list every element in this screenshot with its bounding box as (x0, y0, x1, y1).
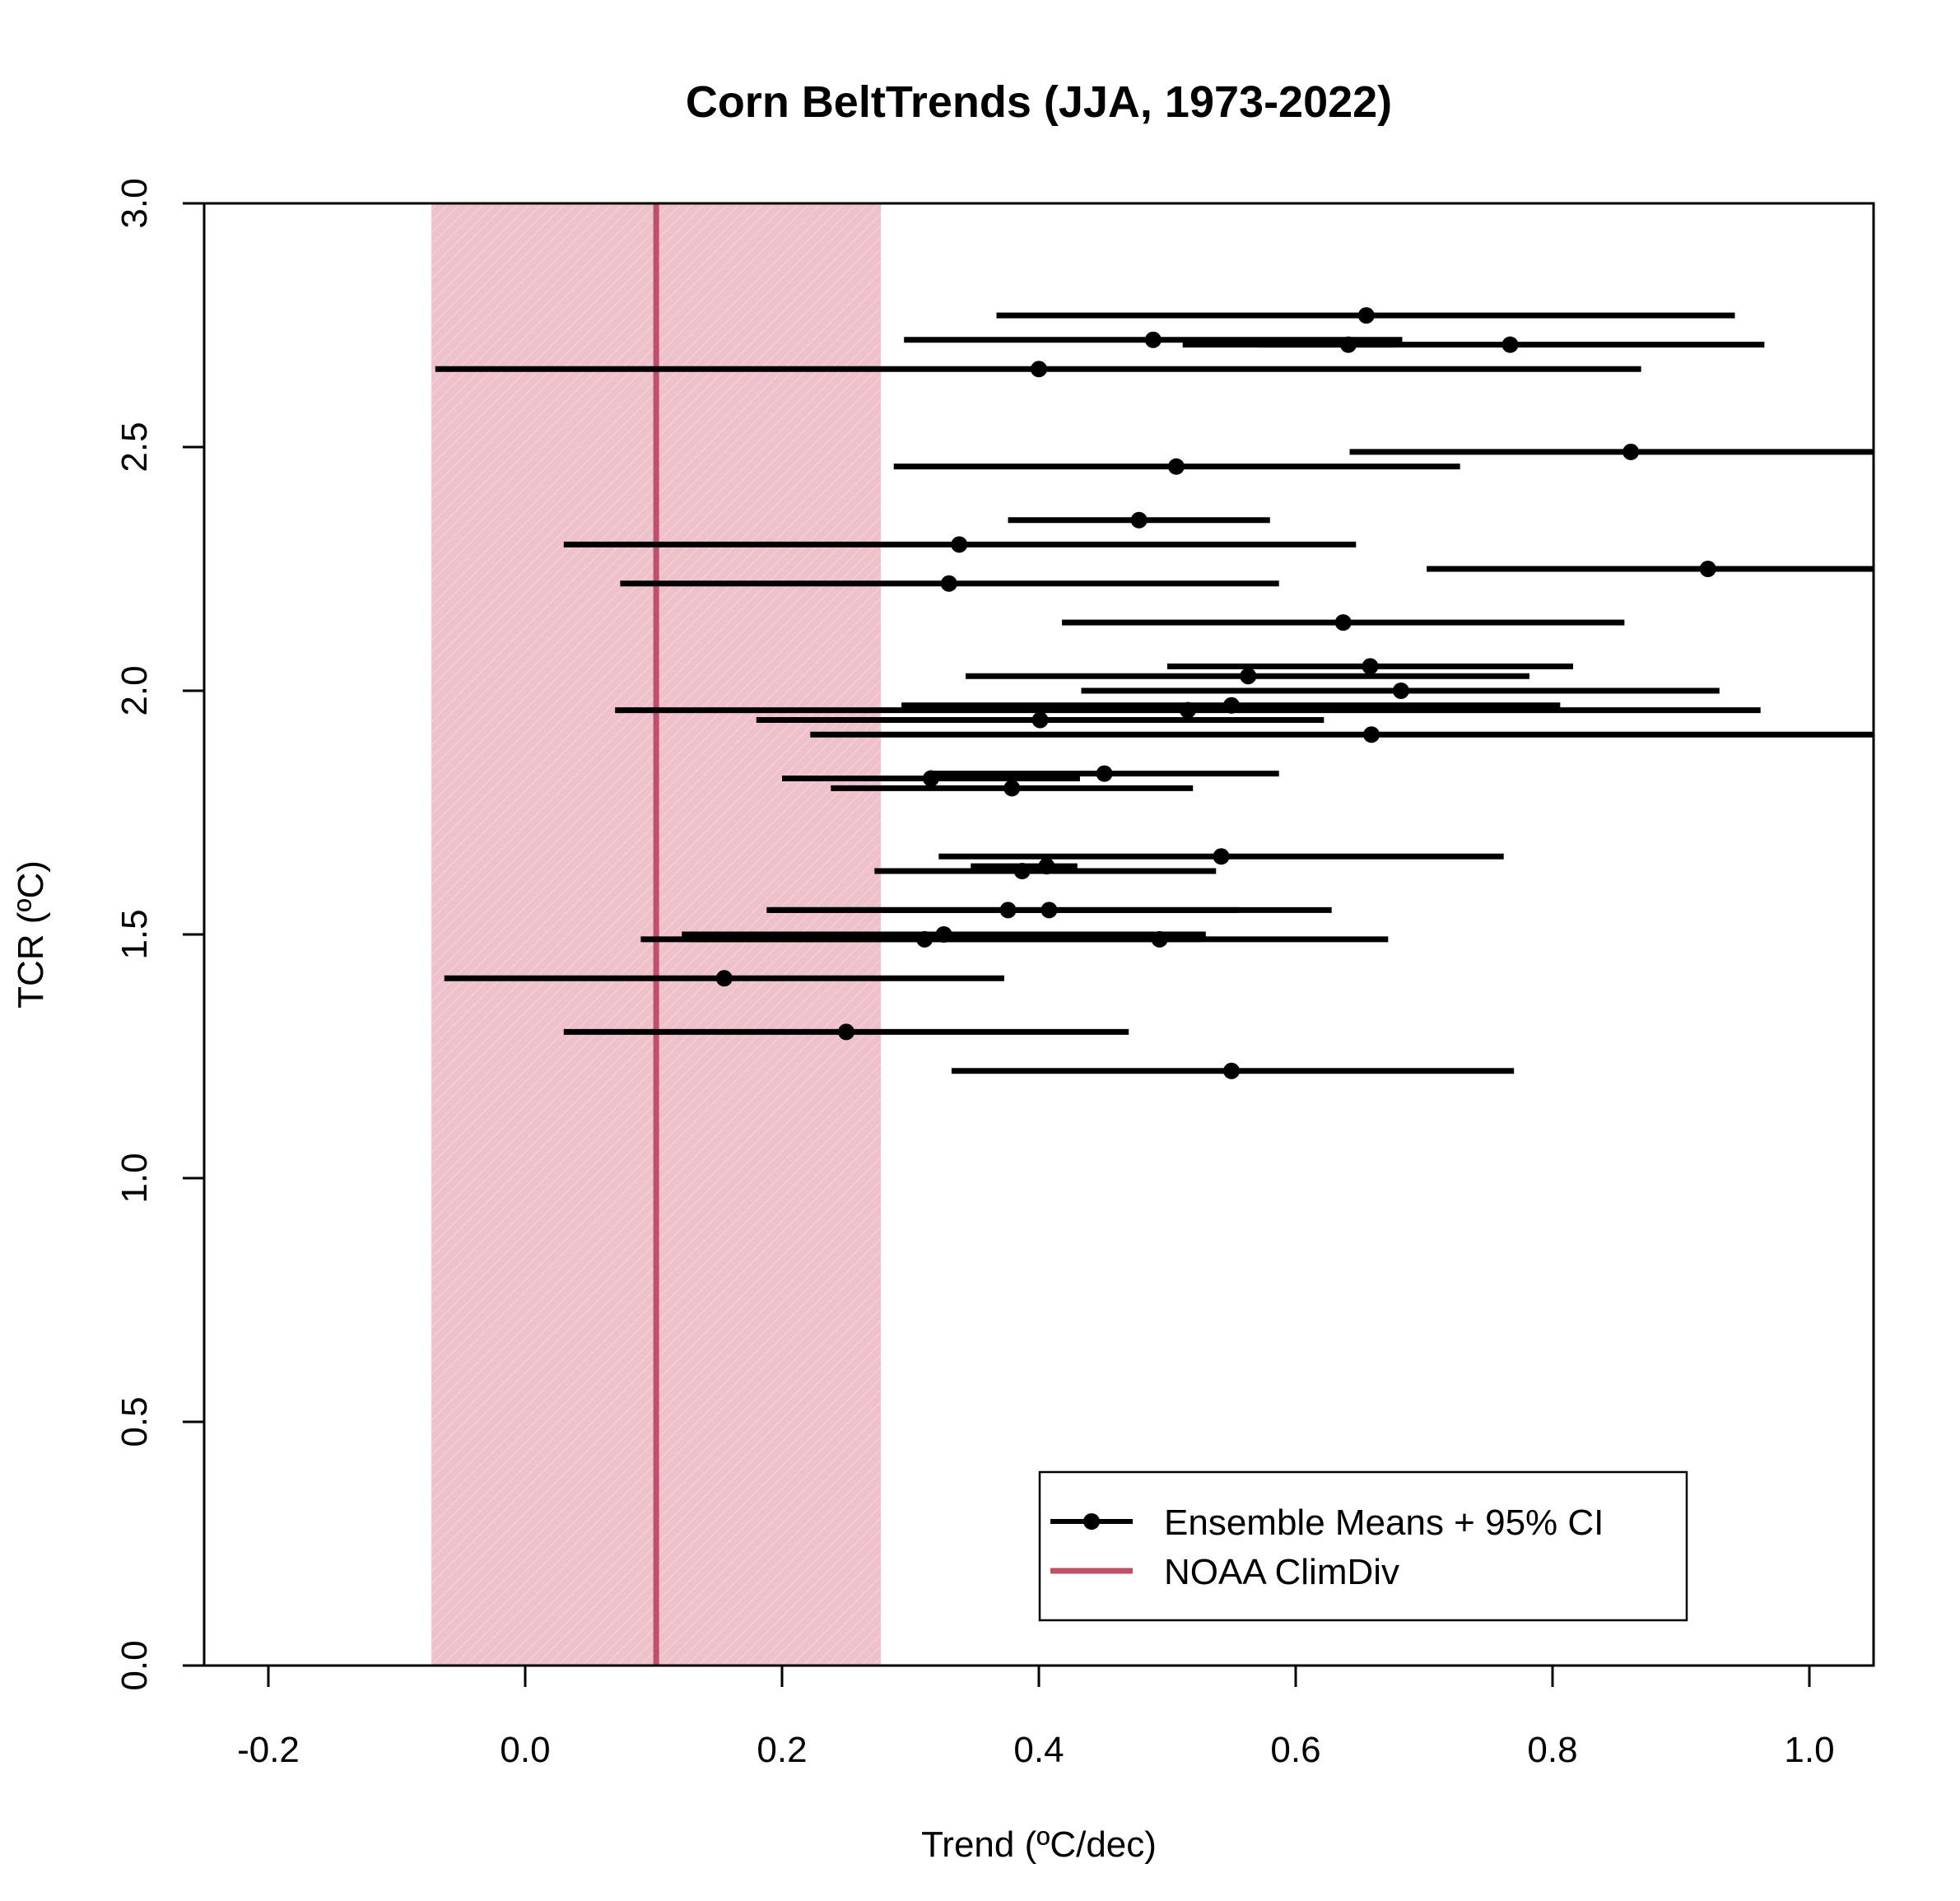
x-axis: -0.2 0.0 0.2 0.4 0.6 0.8 1.0 (237, 1664, 1835, 1770)
ensemble-series-layer (435, 307, 1874, 1079)
legend-ensemble-point (1083, 1513, 1100, 1530)
ensemble-mean-point (951, 536, 968, 553)
x-axis-label: Trend (ºC/dec) (921, 1824, 1157, 1865)
y-axis-label: TCR (ºC) (11, 860, 51, 1009)
y-axis: 0.0 0.5 1.0 1.5 2.0 2.5 3.0 (114, 178, 206, 1691)
x-tick-label: 1.0 (1784, 1730, 1834, 1770)
x-tick-label: 0.2 (757, 1730, 807, 1770)
ensemble-mean-point (1363, 726, 1380, 743)
ensemble-mean-point (1622, 443, 1640, 460)
x-tick-label: 0.8 (1527, 1730, 1577, 1770)
y-tick-label: 2.0 (114, 665, 155, 715)
ensemble-mean-point (715, 970, 733, 987)
y-tick-label: 1.5 (114, 909, 155, 959)
ensemble-mean-point (1699, 561, 1716, 577)
ensemble-mean-point (838, 1023, 854, 1041)
ensemble-mean-point (1167, 458, 1185, 475)
x-tick-label: -0.2 (237, 1730, 300, 1770)
ensemble-mean-point (922, 770, 939, 787)
y-tick-label: 0.0 (114, 1640, 155, 1690)
ensemble-mean-point (1334, 614, 1352, 631)
y-tick-label: 0.5 (114, 1396, 155, 1447)
y-tick-label: 3.0 (114, 178, 155, 228)
ensemble-mean-point (1003, 780, 1021, 797)
legend-observed-label: NOAA ClimDiv (1164, 1552, 1399, 1592)
legend-box (1038, 1470, 1688, 1622)
x-tick-label: 0.4 (1013, 1730, 1064, 1770)
ensemble-mean-point (1031, 711, 1049, 729)
y-tick-label: 1.0 (114, 1153, 155, 1203)
ensemble-mean-point (1357, 307, 1375, 324)
ensemble-mean-point (1240, 668, 1257, 685)
ensemble-mean-point (1031, 361, 1047, 378)
ensemble-mean-point (1179, 701, 1196, 719)
x-tick-label: 0.0 (500, 1730, 550, 1770)
ensemble-mean-point (1041, 902, 1058, 919)
x-tick-label: 0.6 (1270, 1730, 1320, 1770)
y-tick-label: 2.5 (114, 422, 155, 472)
ensemble-mean-point (1213, 848, 1230, 865)
ensemble-mean-point (1013, 863, 1031, 880)
ensemble-mean-point (1151, 930, 1168, 948)
ensemble-mean-point (1096, 765, 1113, 782)
legend-ensemble-label: Ensemble Means + 95% CI (1164, 1503, 1604, 1543)
ensemble-mean-point (1501, 336, 1519, 353)
ensemble-mean-point (1144, 331, 1162, 348)
legend: Ensemble Means + 95% CI NOAA ClimDiv (1038, 1470, 1688, 1622)
chart-title: Corn BeltTrends (JJA, 1973-2022) (686, 77, 1392, 127)
ensemble-mean-point (940, 575, 957, 592)
ensemble-mean-point (1223, 1062, 1240, 1079)
ensemble-mean-point (1392, 683, 1409, 699)
ensemble-mean-point (1362, 658, 1379, 675)
ensemble-mean-point (1130, 511, 1148, 529)
